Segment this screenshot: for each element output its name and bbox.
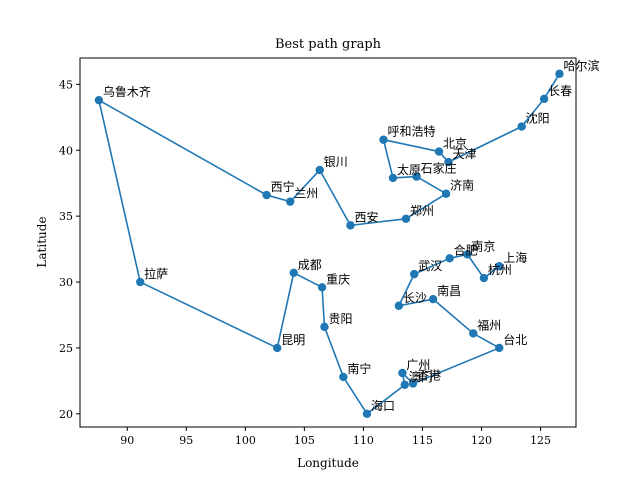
city-label: 长春: [548, 84, 572, 98]
city-label: 南昌: [437, 283, 461, 298]
city-point: [286, 197, 295, 206]
city-label: 合肥: [454, 242, 478, 257]
city-label: 武汉: [418, 259, 442, 273]
x-tick-label: 95: [179, 434, 193, 447]
city-point: [401, 214, 411, 223]
plot-frame: [79, 57, 577, 428]
city-point: [408, 379, 418, 388]
city-point: [412, 172, 421, 181]
city-label: 拉萨: [144, 266, 168, 281]
city-point: [495, 343, 504, 353]
y-tick-label: 35: [59, 210, 73, 223]
city-label: 哈尔滨: [563, 58, 599, 73]
y-axis-label: Latitude: [35, 216, 49, 267]
city-label: 济南: [450, 178, 474, 193]
x-tick-label: 90: [120, 434, 134, 447]
x-axis-label: Longitude: [297, 456, 359, 470]
city-point: [539, 94, 549, 104]
city-point: [289, 268, 298, 278]
city-point: [469, 329, 478, 338]
chart-title: Best path graph: [275, 37, 382, 52]
city-point: [434, 147, 444, 156]
city-point: [445, 254, 454, 263]
city-point: [444, 157, 453, 167]
x-axis: 90 95 100 105 110 115 120 125: [120, 427, 551, 447]
city-label: 澳门: [409, 369, 433, 384]
x-tick-label: 100: [235, 434, 256, 447]
city-point: [346, 221, 355, 230]
city-point: [320, 322, 329, 332]
x-tick-label: 105: [294, 434, 315, 447]
x-tick-label: 115: [412, 434, 433, 447]
city-label: 郑州: [410, 203, 434, 218]
x-tick-label: 125: [530, 434, 551, 447]
y-tick-label: 20: [59, 408, 73, 421]
city-label: 南宁: [347, 361, 371, 376]
city-point: [441, 189, 451, 198]
city-label: 杭州: [488, 262, 512, 277]
city-point: [495, 262, 504, 271]
city-label: 西宁: [271, 179, 295, 194]
city-label: 石家庄: [421, 161, 457, 176]
city-point: [315, 165, 324, 175]
city-label: 福州: [477, 317, 501, 332]
city-label: 重庆: [326, 272, 350, 286]
y-tick-label: 30: [59, 276, 73, 289]
y-tick-label: 25: [59, 342, 73, 355]
city-label: 成都: [298, 258, 322, 272]
city-label: 太原: [397, 162, 421, 177]
city-point: [479, 273, 489, 283]
city-point: [463, 250, 472, 259]
city-point: [400, 380, 409, 390]
city-point: [317, 283, 327, 292]
y-tick-label: 45: [59, 78, 73, 91]
y-axis: 20 25 30 35 40 45: [59, 78, 80, 421]
city-point: [136, 277, 145, 287]
city-point: [428, 294, 438, 304]
city-point: [94, 95, 104, 105]
city-label: 天津: [452, 147, 476, 161]
city-label: 南京: [471, 238, 495, 253]
city-label: 香港: [417, 369, 441, 383]
city-point: [339, 372, 348, 382]
city-label: 北京: [443, 137, 467, 151]
y-tick-label: 40: [59, 144, 73, 157]
city-label: 乌鲁木齐: [103, 84, 151, 99]
city-label: 沈阳: [526, 111, 550, 126]
city-label: 海口: [371, 398, 395, 413]
city-point: [517, 122, 526, 131]
city-label: 上海: [503, 250, 527, 265]
city-label: 银川: [324, 155, 348, 169]
city-point: [555, 69, 564, 79]
city-label: 贵阳: [328, 312, 352, 326]
city-point: [394, 301, 404, 310]
city-label: 兰州: [294, 187, 318, 201]
x-tick-label: 120: [471, 434, 492, 447]
x-tick-label: 110: [353, 434, 374, 447]
city-point: [273, 343, 282, 353]
city-point: [410, 269, 419, 279]
city-point: [379, 135, 388, 144]
city-point: [262, 190, 271, 200]
path-line: [98, 73, 561, 415]
city-point: [388, 173, 398, 183]
city-point: [362, 409, 372, 419]
city-point: [398, 368, 407, 378]
city-label: 台北: [503, 332, 527, 347]
city-label: 长沙: [403, 291, 427, 305]
city-label: 昆明: [281, 333, 305, 347]
city-label: 西安: [354, 209, 378, 224]
city-label: 广州: [406, 358, 430, 372]
city-label: 呼和浩特: [388, 124, 436, 139]
